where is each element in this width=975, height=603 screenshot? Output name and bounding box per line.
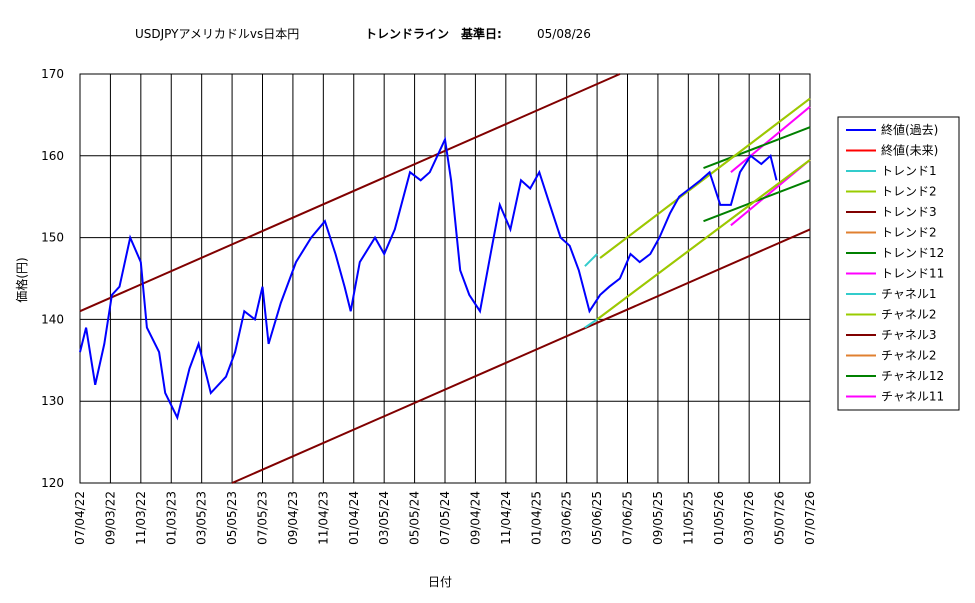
legend-label: トレンド12 [881, 246, 944, 260]
legend-label: 終値(未来) [881, 143, 938, 158]
series-line [596, 159, 811, 321]
x-axis-label: 日付 [428, 575, 452, 589]
chart-title: USDJPYアメリカドルvs日本円 [135, 27, 299, 41]
x-tick-label: 05/05/24 [408, 491, 422, 545]
x-tick-label: 09/04/23 [286, 491, 300, 545]
y-tick-label: 170 [41, 67, 64, 81]
x-tick-label: 01/05/26 [712, 491, 726, 545]
x-tick-label: 09/04/24 [468, 491, 482, 545]
x-tick-label: 07/04/22 [73, 491, 87, 545]
base-date: 05/08/26 [537, 27, 591, 41]
x-tick-label: 07/07/26 [803, 491, 817, 545]
x-tick-label: 03/07/26 [742, 491, 756, 545]
legend [837, 116, 960, 411]
x-tick-label: 05/07/26 [773, 491, 787, 545]
x-tick-label: 01/04/25 [529, 491, 543, 545]
x-tick-label: 07/05/24 [438, 491, 452, 545]
y-tick-label: 160 [41, 149, 64, 163]
legend-label: チャネル12 [881, 369, 944, 383]
legend-label: トレンド11 [881, 267, 944, 281]
legend-label: チャネル11 [881, 390, 944, 404]
x-tick-label: 11/03/22 [134, 491, 148, 545]
x-tick-label: 11/04/23 [316, 491, 330, 545]
x-tick-label: 01/03/23 [164, 491, 178, 545]
chart-subtitle: トレンドライン 基準日: [365, 26, 502, 41]
series-line [79, 135, 778, 421]
legend-label: トレンド1 [881, 164, 937, 178]
legend-label: 終値(過去) [881, 122, 938, 137]
y-tick-label: 150 [41, 231, 64, 245]
x-tick-label: 03/05/23 [195, 491, 209, 545]
y-tick-label: 120 [41, 476, 64, 490]
y-tick-label: 140 [41, 312, 64, 326]
legend-label: トレンド2 [881, 185, 937, 199]
legend-label: トレンド3 [881, 205, 937, 219]
legend-label: チャネル1 [881, 287, 937, 301]
x-tick-label: 09/05/25 [651, 491, 665, 545]
x-tick-label: 11/04/24 [499, 491, 513, 545]
series-line [599, 97, 811, 259]
x-tick-label: 03/06/25 [560, 491, 574, 545]
legend-label: トレンド2 [881, 226, 937, 240]
series-line [231, 228, 811, 484]
y-axis-label: 価格(円) [14, 257, 29, 302]
legend-label: チャネル3 [881, 328, 937, 342]
y-tick-label: 130 [41, 394, 64, 408]
x-tick-label: 07/05/23 [256, 491, 270, 545]
legend-label: チャネル2 [881, 349, 937, 363]
legend-label: チャネル2 [881, 308, 937, 322]
series-line [703, 126, 811, 170]
x-tick-label: 09/03/22 [103, 491, 117, 545]
series-line [584, 253, 598, 267]
x-tick-label: 01/04/24 [347, 491, 361, 545]
series-line [79, 73, 621, 313]
x-tick-label: 05/06/25 [590, 491, 604, 545]
x-tick-label: 11/05/25 [681, 491, 695, 545]
x-tick-label: 07/06/25 [621, 491, 635, 545]
x-tick-label: 05/05/23 [225, 491, 239, 545]
x-tick-label: 03/05/24 [377, 491, 391, 545]
series-line [730, 105, 811, 173]
series-line [584, 318, 598, 329]
